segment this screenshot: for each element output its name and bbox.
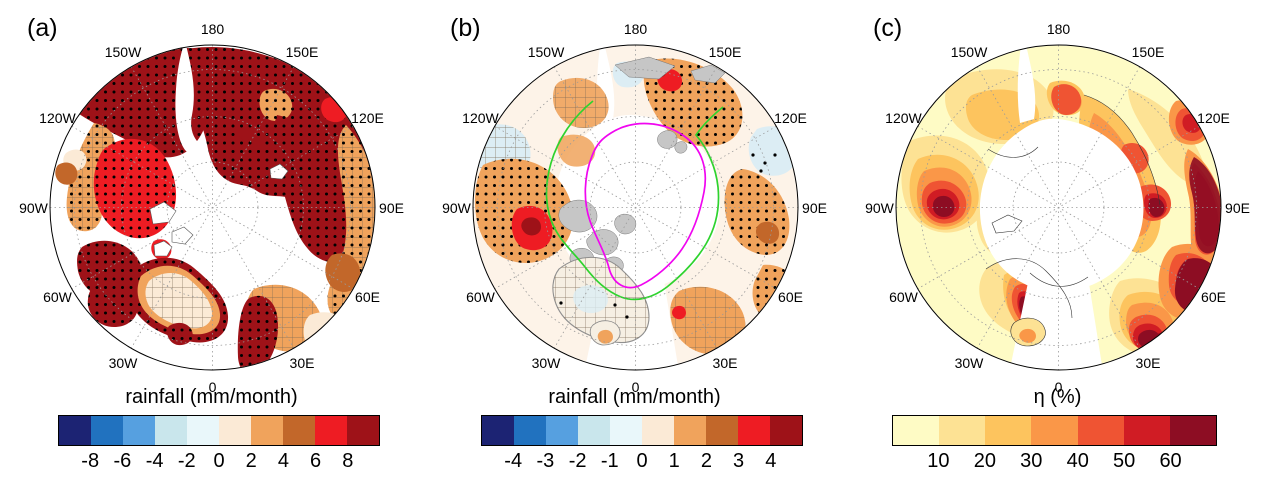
map-title: η (%) (1033, 386, 1082, 408)
colorbar-segment (546, 416, 578, 445)
colorbar-segment (91, 416, 123, 445)
colorbar-tick: 3 (733, 450, 745, 472)
panel-label: (c) (873, 14, 903, 42)
map-title: rainfall (mm/month) (125, 386, 298, 408)
meridian-label-180: 180 (1046, 20, 1071, 37)
graticule (473, 45, 798, 370)
map-boundary (49, 44, 376, 371)
colorbar-tick: -6 (113, 450, 132, 472)
colorbar-segment (315, 416, 347, 445)
colorbar-segment (1077, 416, 1124, 445)
colorbar-segment (123, 416, 155, 445)
colorbar-segment (283, 416, 315, 445)
colorbar-segment (59, 416, 91, 445)
coastline-islands (149, 163, 289, 257)
colorbar-tick: 30 (1020, 450, 1043, 472)
colorbar-tick: 8 (342, 450, 354, 472)
colorbar-ticks: -4 -3 -2 -1 0 1 2 3 4 (481, 450, 803, 476)
colorbar-segment (893, 416, 940, 445)
colorbar-segment (1031, 416, 1078, 445)
colorbar-segment (219, 416, 251, 445)
graticule (50, 45, 375, 370)
colorbar-segment (738, 416, 770, 445)
colorbar-wrap: 10 20 30 40 50 60 (892, 415, 1217, 477)
colorbar-segment (985, 416, 1032, 445)
colorbar-segment (770, 416, 802, 445)
colorbar-tick: 40 (1066, 450, 1089, 472)
coastlines (985, 94, 1161, 319)
colorbar-segment (642, 416, 674, 445)
colorbar-tick: 10 (927, 450, 950, 472)
gray-land (558, 56, 726, 275)
colorbar-tick: 0 (636, 450, 648, 472)
polar-map-rainfall-b (472, 44, 799, 371)
colorbar-tick: -2 (177, 450, 196, 472)
green-contour (545, 100, 724, 301)
map-boundary (472, 44, 799, 371)
polar-map-rainfall-a (49, 44, 376, 371)
colorbar-segment (251, 416, 283, 445)
colorbar-tick: -3 (536, 450, 555, 472)
colorbar-tick: -2 (568, 450, 587, 472)
colorbar-segment (187, 416, 219, 445)
colorbar-segment (1123, 416, 1170, 445)
colorbar-tick: -8 (81, 450, 100, 472)
colorbar-segment (706, 416, 738, 445)
meridian-label-180: 180 (623, 20, 648, 37)
panel-c: (c) (846, 0, 1269, 478)
colorbar-segment (514, 416, 546, 445)
map-boundary (895, 44, 1222, 371)
colorbar-tick: 4 (277, 450, 289, 472)
colorbar-segment (482, 416, 514, 445)
colorbar-segment (155, 416, 187, 445)
ocean-channels (983, 203, 1030, 246)
colorbar-wrap: -4 -3 -2 -1 0 1 2 3 4 (481, 415, 803, 477)
colorbar-segment (610, 416, 642, 445)
rainfall-shading-b (473, 45, 798, 370)
polar-map-eta-c (895, 44, 1222, 371)
colorbar-tick: 20 (973, 450, 996, 472)
colorbar-tick: 6 (310, 450, 322, 472)
colorbar-tick: -1 (600, 450, 619, 472)
colorbar-segment (347, 416, 379, 445)
panel-label: (a) (27, 14, 58, 42)
rainfall-shading-a (55, 45, 375, 370)
stipple-dots (559, 153, 777, 319)
colorbar-wrap: -8 -6 -4 -2 0 2 4 6 8 (58, 415, 380, 477)
meridian-label-180: 180 (200, 20, 225, 37)
magenta-contour (584, 122, 707, 289)
panel-a: (a) (0, 0, 423, 478)
colorbar-segment (578, 416, 610, 445)
colorbar-ticks: 10 20 30 40 50 60 (892, 450, 1217, 476)
colorbar-tick: -4 (504, 450, 523, 472)
colorbar-segment (674, 416, 706, 445)
colorbar-tick: 50 (1113, 450, 1136, 472)
colorbar (58, 415, 380, 446)
colorbar-tick: 1 (668, 450, 680, 472)
colorbar-tick: -4 (145, 450, 164, 472)
colorbar-tick: 60 (1159, 450, 1182, 472)
panel-b: (b) (423, 0, 846, 478)
map-title: rainfall (mm/month) (548, 386, 721, 408)
panel-label: (b) (450, 14, 481, 42)
colorbar-tick: 2 (700, 450, 712, 472)
colorbar-tick: 2 (245, 450, 257, 472)
colorbar-tick: 0 (213, 450, 225, 472)
colorbar-segment (1169, 416, 1216, 445)
colorbar-segment (939, 416, 986, 445)
colorbar-ticks: -8 -6 -4 -2 0 2 4 6 8 (58, 450, 380, 476)
graticule (896, 45, 1221, 370)
colorbar-tick: 4 (765, 450, 777, 472)
colorbar (481, 415, 803, 446)
colorbar (892, 415, 1217, 446)
